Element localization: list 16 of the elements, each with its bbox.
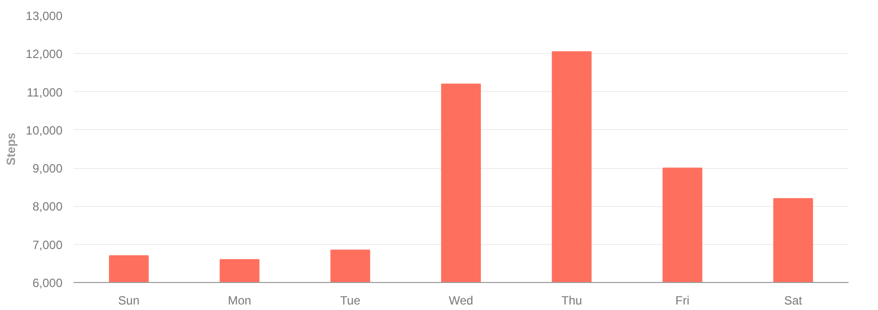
x-tick-label: Wed	[448, 294, 474, 308]
x-tick-label: Thu	[561, 294, 582, 308]
y-tick-label: 11,000	[26, 85, 63, 100]
x-tick-label: Sat	[784, 294, 803, 308]
y-tick-label: 9,000	[32, 162, 63, 176]
x-tick-label: Fri	[675, 294, 690, 308]
y-tick-label: 8,000	[32, 200, 63, 214]
y-axis-title: Steps	[4, 132, 18, 166]
x-tick-label: Sun	[118, 294, 140, 308]
y-tick-label: 12,000	[26, 47, 63, 62]
y-tick-label: 10,000	[26, 123, 63, 138]
y-tick-label: 6,000	[32, 276, 63, 290]
y-tick-label: 7,000	[32, 238, 63, 252]
x-tick-label: Tue	[340, 294, 361, 308]
x-tick-label: Mon	[228, 294, 252, 308]
y-tick-label: 13,000	[26, 9, 63, 23]
